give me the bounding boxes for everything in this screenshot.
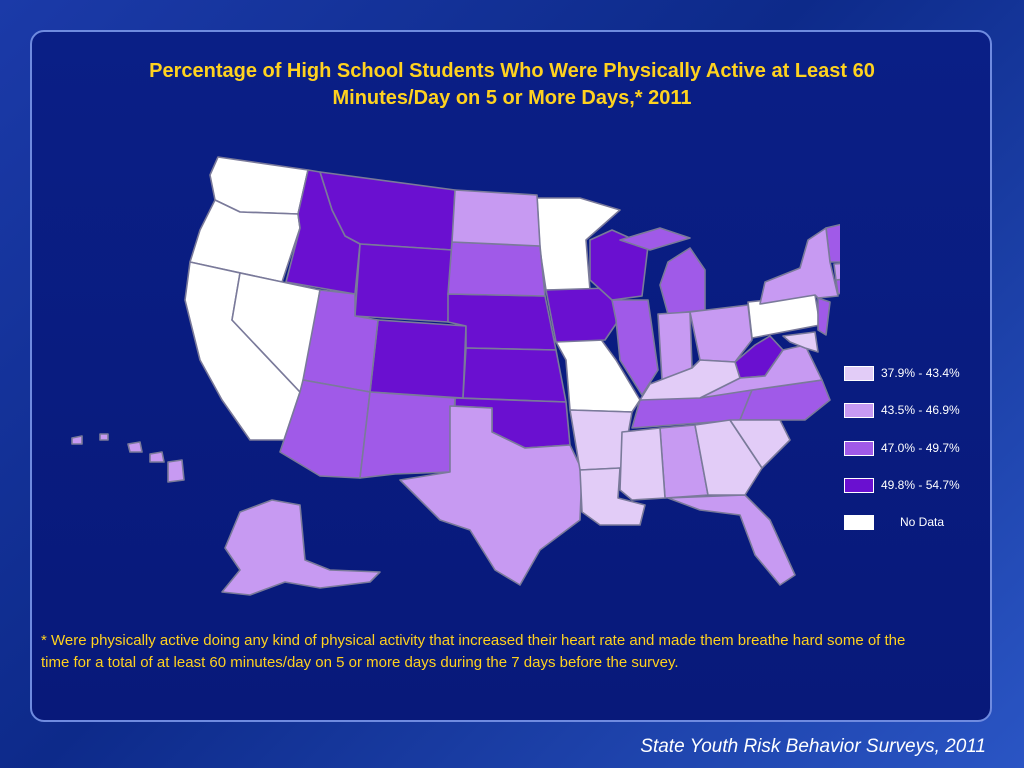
state-colorado xyxy=(369,319,467,399)
state-new-york xyxy=(759,227,839,305)
state-pennsylvania xyxy=(747,294,821,339)
legend-label: 37.9% - 43.4% xyxy=(881,366,960,380)
state-mississippi xyxy=(619,427,666,501)
state-louisiana xyxy=(579,467,646,526)
state-south-carolina xyxy=(729,419,791,469)
state-alaska xyxy=(221,499,381,596)
state-new-mexico xyxy=(359,391,456,479)
state-wisconsin xyxy=(589,229,649,301)
title-line-1: Percentage of High School Students Who W… xyxy=(149,60,875,82)
legend-item: 47.0% - 49.7% xyxy=(844,439,994,457)
us-choropleth-map xyxy=(71,156,840,596)
footnote: * Were physically active doing any kind … xyxy=(41,632,906,671)
state-north-dakota xyxy=(451,189,541,247)
state-oregon xyxy=(189,199,301,283)
legend-item: 43.5% - 46.9% xyxy=(844,401,994,419)
map-title: Percentage of High School Students Who W… xyxy=(50,58,974,112)
state-maryland xyxy=(782,331,819,353)
state-illinois xyxy=(611,299,659,396)
legend-label: 49.8% - 54.7% xyxy=(881,478,960,492)
legend-label: No Data xyxy=(900,515,945,529)
state-georgia xyxy=(694,419,763,496)
legend-item: 49.8% - 54.7% xyxy=(844,476,994,494)
state-missouri xyxy=(554,337,641,413)
state-hawaii xyxy=(71,433,185,483)
state-florida xyxy=(667,494,796,586)
legend-swatch xyxy=(844,440,874,456)
state-massachusetts xyxy=(833,262,840,281)
state-wyoming xyxy=(354,243,453,323)
legend-swatch xyxy=(844,477,874,493)
state-new-jersey xyxy=(817,297,831,336)
legend-swatch xyxy=(844,365,874,381)
legend-swatch xyxy=(844,402,874,418)
legend-label: 47.0% - 49.7% xyxy=(881,441,960,455)
source-citation: State Youth Risk Behavior Surveys, 2011 xyxy=(640,736,986,757)
state-ohio xyxy=(689,304,753,363)
state-kentucky xyxy=(639,359,741,401)
state-texas xyxy=(399,405,583,586)
state-virginia xyxy=(699,344,823,399)
title-line-2: Minutes/Day on 5 or More Days,* 2011 xyxy=(332,87,692,109)
state-connecticut xyxy=(835,278,840,295)
legend-label: 43.5% - 46.9% xyxy=(881,403,960,417)
legend-item: No Data xyxy=(844,513,994,531)
legend-item: 37.9% - 43.4% xyxy=(844,364,994,382)
legend-swatch xyxy=(844,514,874,530)
state-kansas xyxy=(462,347,567,403)
state-south-dakota xyxy=(447,241,546,297)
